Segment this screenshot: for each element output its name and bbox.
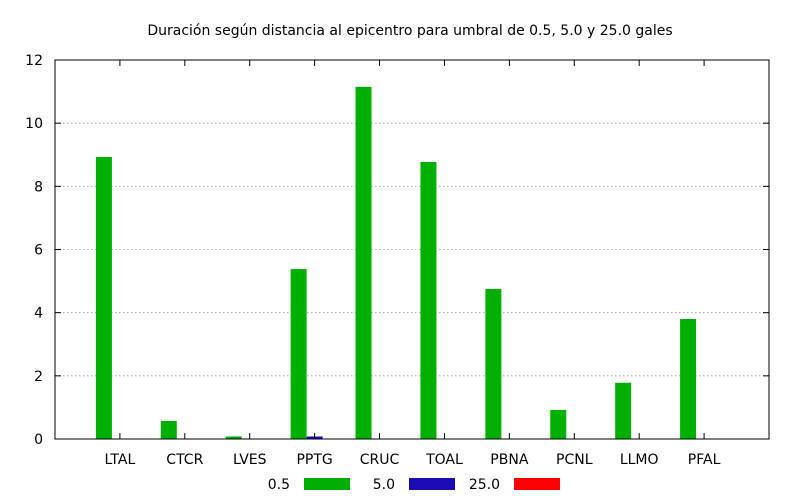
bar-pfal-series-0 xyxy=(680,318,697,439)
bar-cruc-series-0 xyxy=(355,86,372,440)
y-tick-label: 10 xyxy=(25,116,43,132)
bar-pbna-series-0 xyxy=(485,288,502,439)
legend-label: 25.0 xyxy=(469,477,500,493)
x-tick-label: PBNA xyxy=(490,452,529,468)
legend-swatch xyxy=(304,478,350,490)
x-tick-label: PFAL xyxy=(688,452,721,468)
x-tick-label: LVES xyxy=(233,452,267,468)
y-tick-label: 8 xyxy=(34,179,43,195)
axis-ticks: 0 2 4 6 8 10 12 LTAL CTCR LVES PPTG CRUC TOAL PBNA PCN… xyxy=(25,53,769,468)
x-tick-label: LLMO xyxy=(620,452,659,468)
bar-ctcr-series-0 xyxy=(160,420,177,439)
legend-label: 0.5 xyxy=(268,477,290,493)
x-tick-label: PCNL xyxy=(556,452,593,468)
y-tick-label: 4 xyxy=(34,306,43,322)
y-tick-label: 6 xyxy=(34,243,43,259)
grid-lines xyxy=(55,122,769,377)
x-tick-label: LTAL xyxy=(105,452,136,468)
legend: 0.5 5.0 25.0 xyxy=(268,477,560,493)
x-tick-label: CTCR xyxy=(166,452,203,468)
y-tick-label: 12 xyxy=(25,53,43,69)
bar-pptg-series-0 xyxy=(290,269,307,439)
y-tick-label: 2 xyxy=(34,369,43,385)
x-tick-label: CRUC xyxy=(360,452,400,468)
bars xyxy=(95,86,697,440)
bar-pcnl-series-0 xyxy=(550,409,567,439)
x-tick-label: TOAL xyxy=(425,452,463,468)
bar-ltal-series-0 xyxy=(95,156,112,440)
bar-llmo-series-0 xyxy=(615,382,632,439)
legend-label: 5.0 xyxy=(373,477,395,493)
bar-lves-series-0 xyxy=(225,436,242,439)
chart-title: Duración según distancia al epicentro pa… xyxy=(147,23,672,39)
y-tick-label: 0 xyxy=(34,432,43,448)
legend-swatch xyxy=(514,478,560,490)
legend-swatch xyxy=(409,478,455,490)
x-tick-label: PPTG xyxy=(296,452,332,468)
bar-toal-series-0 xyxy=(420,162,437,439)
